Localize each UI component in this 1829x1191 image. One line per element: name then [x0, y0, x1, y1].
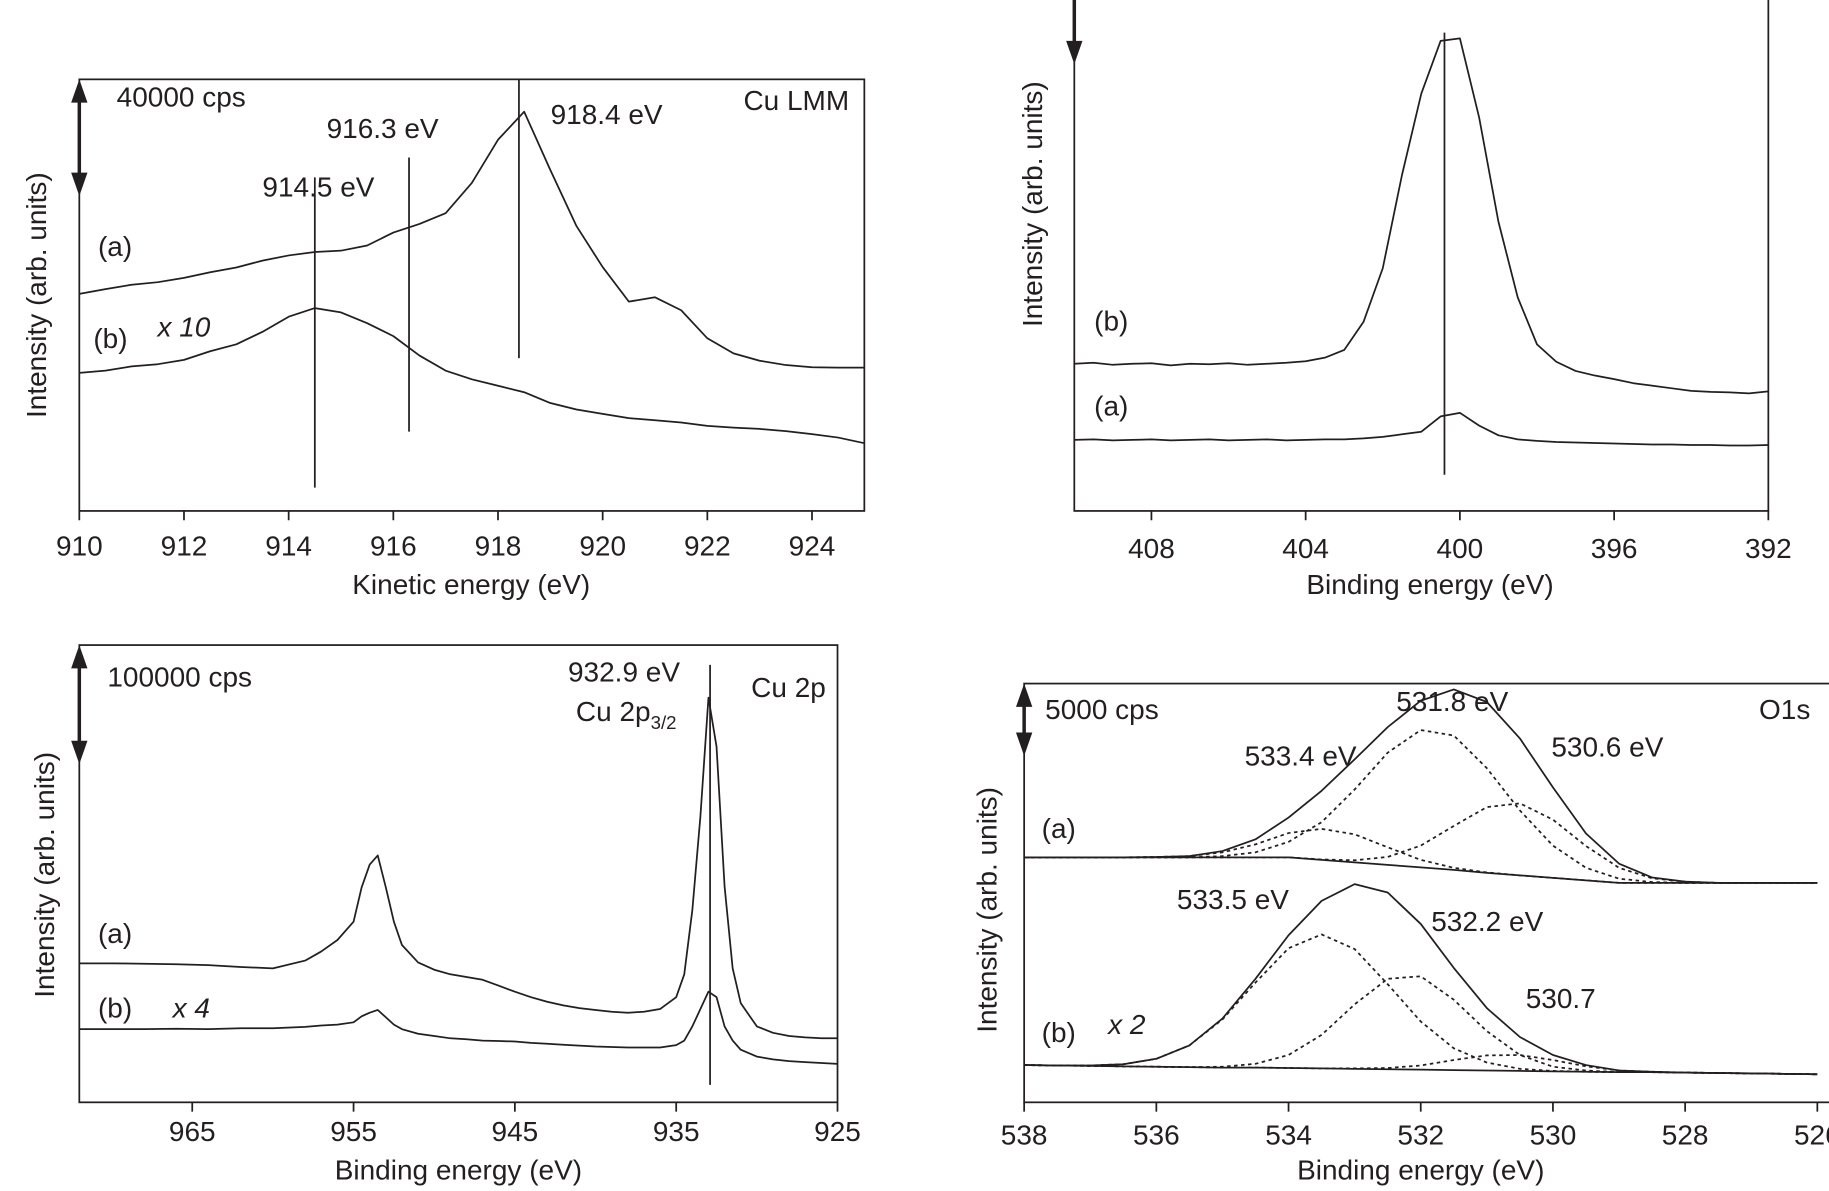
plot-frame	[78, 644, 839, 1104]
x-tick-label: 925	[814, 1116, 861, 1147]
x-axis-label: Binding energy (eV)	[1306, 569, 1553, 600]
x-tick-label: 945	[492, 1116, 539, 1147]
x-tick-label: 910	[56, 531, 103, 562]
peak-label: 533.5 eV	[1177, 884, 1289, 915]
component-curve	[1024, 933, 1818, 1076]
x-tick-label: 526	[1794, 1120, 1829, 1151]
peak-label: 531.8 eV	[1396, 686, 1508, 717]
component-curve	[1024, 729, 1818, 884]
peak-label: 533.4 eV	[1245, 741, 1357, 772]
x-axis-label: Binding energy (eV)	[335, 1155, 582, 1186]
curve-label: (a)	[98, 918, 132, 949]
component-curve	[1024, 1054, 1818, 1076]
peak-label: 918.4 eV	[551, 99, 663, 130]
peak-label: 914.5 eV	[262, 171, 374, 202]
arrow-head	[71, 172, 88, 196]
peak-label: 532.2 eV	[1431, 906, 1543, 937]
peak-label: 932.9 eV	[568, 657, 680, 688]
x-tick-label: 965	[169, 1116, 216, 1147]
spectrum-curve	[1024, 883, 1818, 1076]
scale-label: 100000 cps	[107, 661, 252, 692]
curve-label: (a)	[98, 231, 132, 262]
spectrum-curve	[1024, 1064, 1818, 1076]
x-tick-label: 935	[653, 1116, 700, 1147]
x-axis-label: Kinetic energy (eV)	[352, 569, 590, 600]
arrow-head	[1066, 40, 1083, 65]
x-tick-label: 538	[1001, 1120, 1048, 1151]
x-tick-label: 914	[265, 531, 312, 562]
x-tick-label: 920	[579, 531, 626, 562]
spectrum-curve	[79, 990, 838, 1065]
x-tick-label: 916	[370, 531, 417, 562]
component-curve	[1024, 802, 1818, 884]
panel-title: Cu LMM	[743, 85, 849, 116]
arrow-head	[71, 79, 88, 103]
spectrum-curve	[79, 110, 865, 369]
peak-label: 916.3 eV	[327, 113, 439, 144]
x-tick-label: 924	[789, 531, 836, 562]
plot-frame	[1073, 0, 1770, 512]
spectrum-curve	[1074, 37, 1769, 395]
y-axis-label: Intensity (arb. units)	[1017, 81, 1048, 327]
panel-title: O1s	[1759, 694, 1810, 725]
x-tick-label: 530	[1530, 1120, 1577, 1151]
plot-frame	[1023, 682, 1829, 1104]
y-axis-label: Intensity (arb. units)	[21, 172, 52, 418]
panel-title: Cu 2p	[751, 672, 826, 703]
peak-label-sub: 3/2	[651, 712, 677, 733]
scale-factor: x 10	[155, 311, 210, 342]
x-tick-label: 528	[1662, 1120, 1709, 1151]
peak-label: 530.6 eV	[1551, 731, 1663, 762]
spectrum-curve	[1024, 856, 1818, 884]
peak-label-main: Cu 2p	[576, 696, 651, 727]
plot-frame	[78, 78, 866, 512]
arrow-head	[1015, 732, 1033, 756]
x-axis-label: Binding energy (eV)	[1297, 1155, 1544, 1186]
x-tick-label: 408	[1128, 533, 1175, 564]
x-tick-label: 536	[1133, 1120, 1180, 1151]
y-axis-label: Intensity (arb. units)	[972, 787, 1003, 1033]
x-tick-label: 955	[330, 1116, 377, 1147]
curve-label: (b)	[1042, 1017, 1076, 1048]
peak-label: Cu 2p3/2	[576, 696, 677, 733]
y-axis-label: Intensity (arb. units)	[29, 752, 60, 998]
arrow-head	[1015, 683, 1033, 707]
curve-label: (a)	[1042, 813, 1076, 844]
x-tick-label: 912	[161, 531, 208, 562]
x-tick-label: 532	[1397, 1120, 1444, 1151]
curve-label: (b)	[1094, 306, 1128, 337]
x-tick-label: 404	[1282, 533, 1329, 564]
arrow-head	[71, 645, 88, 669]
spectrum-curve	[79, 696, 838, 1040]
x-tick-label: 534	[1265, 1120, 1312, 1151]
scale-factor: x 2	[1106, 1009, 1146, 1040]
scale-factor: x 4	[171, 993, 210, 1024]
x-tick-label: 918	[475, 531, 522, 562]
curve-label: (b)	[93, 323, 127, 354]
x-tick-label: 922	[684, 531, 731, 562]
spectrum-curve	[1074, 411, 1769, 447]
spectrum-curve	[79, 307, 865, 445]
curve-label: (b)	[98, 993, 132, 1024]
scale-label: 40000 cps	[117, 82, 246, 113]
scale-label: 5000 cps	[1045, 694, 1159, 725]
x-tick-label: 392	[1745, 533, 1792, 564]
x-tick-label: 400	[1437, 533, 1484, 564]
component-curve	[1024, 827, 1818, 884]
arrow-head	[71, 740, 88, 765]
x-tick-label: 396	[1591, 533, 1638, 564]
curve-label: (a)	[1094, 391, 1128, 422]
peak-label: 530.7	[1526, 983, 1596, 1014]
